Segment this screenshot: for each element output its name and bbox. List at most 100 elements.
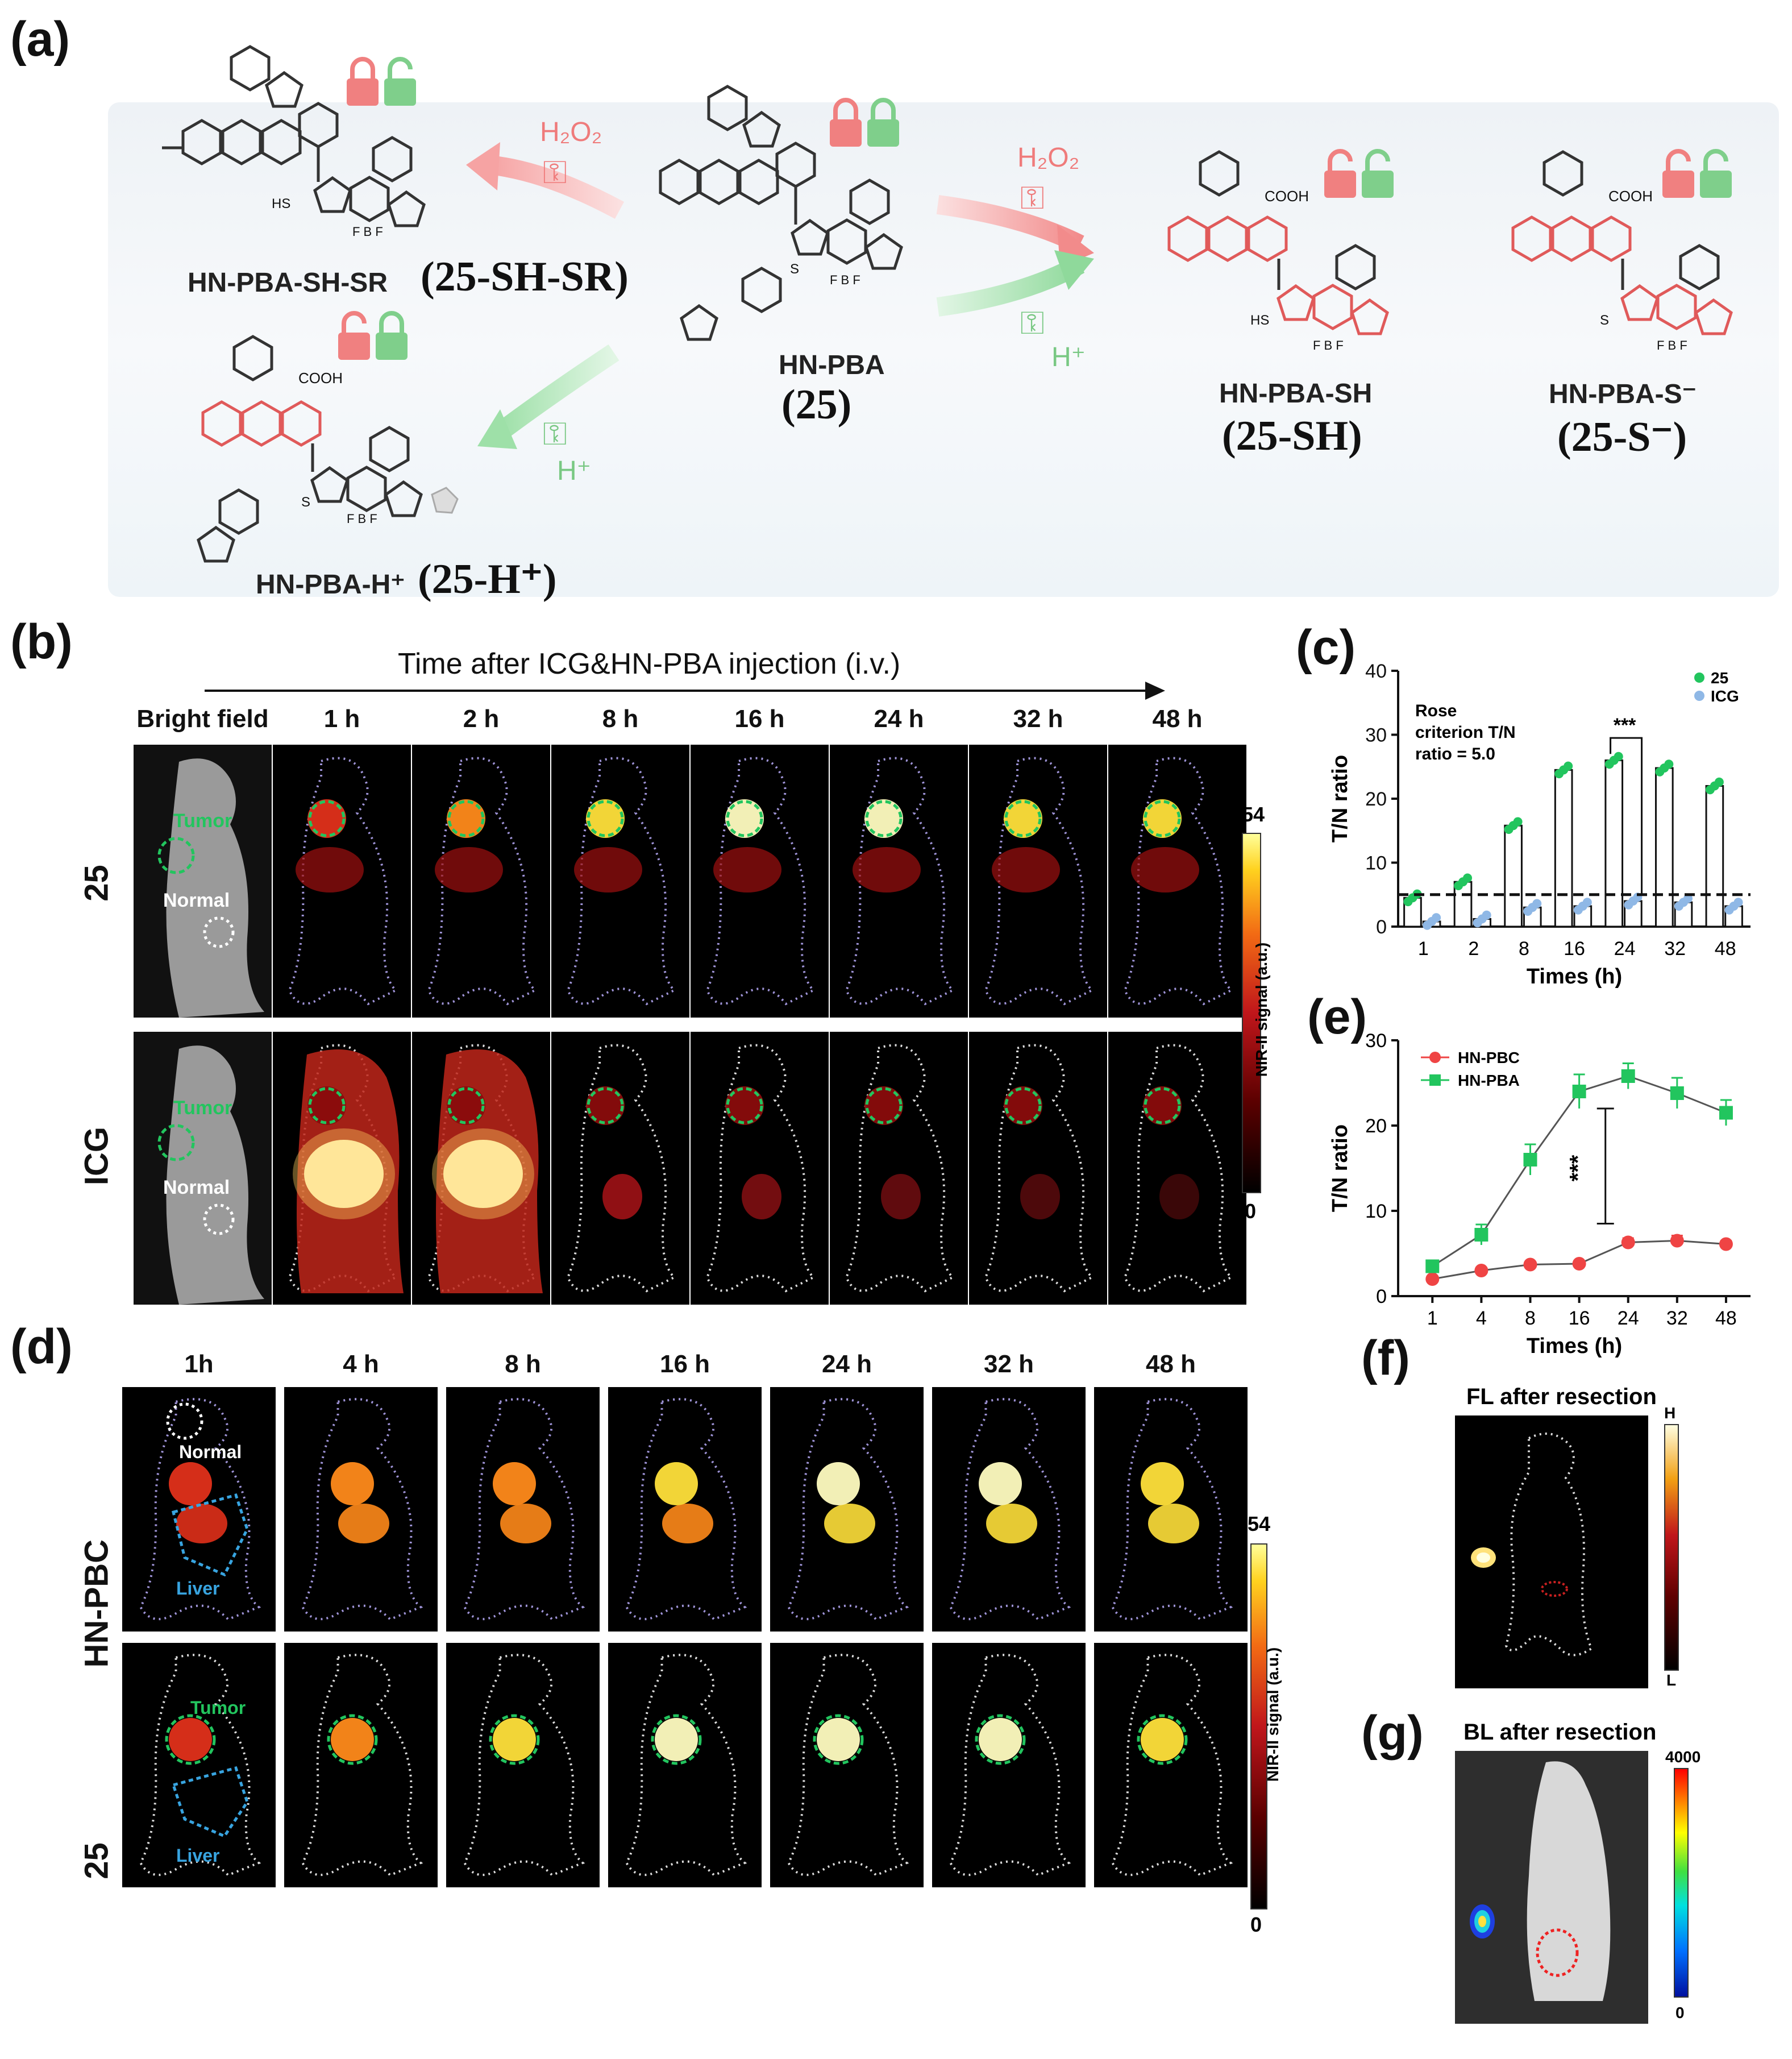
- tile-graphic: Normal Liver: [139, 1398, 261, 1621]
- tile-graphic: [625, 1654, 747, 1877]
- significance-label: ***: [1614, 715, 1636, 736]
- tumor-glow: [169, 1718, 212, 1761]
- tile-graphic: [288, 1044, 404, 1293]
- column-header: 1 h: [323, 705, 360, 733]
- legend-label: HN-PBA: [1458, 1072, 1520, 1089]
- tumor-glow: [331, 1718, 374, 1761]
- panel-g-title: BL after resection: [1463, 1720, 1657, 1745]
- atom-s: S: [790, 261, 800, 277]
- arrow-h2o2-left: [488, 155, 625, 219]
- nir-image: [691, 745, 829, 1018]
- y-tick-label: 20: [1365, 788, 1387, 810]
- bright-field-image: Tumor Normal: [134, 1032, 272, 1305]
- tumor-glow: [1004, 799, 1042, 838]
- column-header: 4 h: [343, 1350, 379, 1378]
- atom-bf2: F B F: [352, 225, 383, 239]
- x-tick-label: 32: [1666, 1307, 1688, 1329]
- y-axis-label: T/N ratio: [1328, 755, 1352, 842]
- molecular-structures: [162, 0, 1792, 625]
- x-tick-label: 16: [1569, 1307, 1590, 1329]
- nir-image: [1094, 1643, 1248, 1887]
- tumor-glow: [493, 1462, 536, 1505]
- nir-image: [446, 1643, 600, 1887]
- nir-image: [770, 1643, 924, 1887]
- mouse-photo: [1455, 1751, 1648, 2024]
- tumor-circle: [587, 800, 624, 837]
- bl-colorbar: [1674, 1768, 1689, 1998]
- panel-f-label: (f): [1361, 1331, 1410, 1385]
- tumor-glow: [447, 1086, 485, 1125]
- nir-image: [273, 1032, 411, 1305]
- panel-c-label: (c): [1296, 620, 1356, 675]
- fl-high: H: [1664, 1404, 1676, 1422]
- liver-glow: [1131, 847, 1199, 892]
- tumor-glow: [655, 1718, 698, 1761]
- legend-marker: [1429, 1074, 1441, 1086]
- nir-image: [969, 745, 1107, 1018]
- column-header: 8 h: [602, 705, 639, 733]
- compound-sh-sr-code: (25-SH-SR): [421, 254, 629, 300]
- tumor-label: Tumor: [190, 1697, 246, 1718]
- atom-s: S: [301, 495, 311, 510]
- tumor-circle: [865, 800, 903, 837]
- data-point: [1523, 1153, 1537, 1167]
- legend-marker: [1694, 691, 1704, 701]
- tumor-glow: [1143, 1086, 1182, 1125]
- legend-label: 25: [1711, 669, 1728, 687]
- colorbar-min: 0: [1250, 1913, 1262, 1936]
- tumor-glow: [1141, 1462, 1184, 1505]
- lock-icon: [347, 57, 416, 106]
- tumor-glow: [817, 1462, 860, 1505]
- liver-halo: [432, 1128, 534, 1219]
- tumor-glow: [447, 799, 485, 838]
- tumor-circle: [1004, 800, 1042, 837]
- data-point: [1719, 1106, 1733, 1120]
- tumor-glow: [979, 1718, 1022, 1761]
- compound-s-code: (25-S⁻): [1557, 414, 1687, 460]
- nir-image: [932, 1643, 1086, 1887]
- data-point: [1670, 1086, 1684, 1100]
- liver-outline: [171, 1493, 249, 1577]
- reagent-h2o2-left: H₂O₂: [540, 117, 602, 147]
- bar: [1705, 785, 1724, 928]
- liver-glow: [1020, 1174, 1060, 1219]
- nir-image: [551, 745, 689, 1018]
- significance-label: ***: [1566, 1155, 1591, 1181]
- tile-graphic: [845, 757, 955, 1006]
- atom-cooh: COOH: [1608, 188, 1653, 205]
- tile-graphic: [1111, 1654, 1233, 1877]
- colorbar-title: NIR-II signal (a.u.): [1264, 1647, 1282, 1782]
- liver-glow: [296, 847, 364, 892]
- tumor-circle: [1144, 1087, 1181, 1124]
- y-tick-label: 40: [1365, 661, 1387, 682]
- data-point: [1621, 1235, 1635, 1249]
- x-tick-label: 4: [1476, 1307, 1487, 1329]
- row-label-25: 25: [78, 865, 115, 902]
- mouse-outline: [427, 757, 537, 1006]
- tumor-circle: [726, 800, 763, 837]
- normal-circle: [203, 916, 235, 948]
- liver-glow: [1148, 1504, 1199, 1543]
- x-tick-label: 48: [1715, 1307, 1737, 1329]
- nir-image: [608, 1387, 762, 1632]
- tile-graphic: Tumor Normal: [157, 1045, 264, 1305]
- normal-label: Normal: [163, 890, 230, 911]
- data-point: [1683, 894, 1693, 903]
- tumor-glow: [1141, 1718, 1184, 1761]
- liver-glow: [986, 1504, 1037, 1543]
- column-header: 24 h: [821, 1350, 872, 1378]
- tumor-circle: [1137, 1714, 1188, 1765]
- reaction-arrows: [466, 142, 1094, 449]
- panel-g-label: (g): [1361, 1706, 1424, 1761]
- x-tick-label: 32: [1664, 938, 1686, 960]
- tumor-circle: [165, 1714, 216, 1765]
- mouse-outline: [1111, 1654, 1233, 1877]
- nir-image: [284, 1387, 438, 1632]
- liver-glow: [662, 1504, 713, 1543]
- tile-graphic: [787, 1654, 909, 1877]
- mouse-outline: [566, 757, 676, 1006]
- nir-image: [770, 1387, 924, 1632]
- tumor-glow: [979, 1462, 1022, 1505]
- nir-image: [830, 1032, 968, 1305]
